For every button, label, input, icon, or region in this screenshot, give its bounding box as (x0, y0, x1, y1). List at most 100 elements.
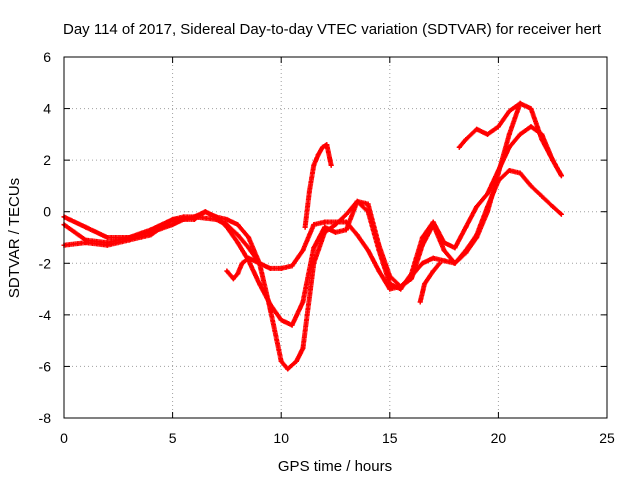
data-point (539, 193, 545, 199)
data-point (300, 247, 306, 253)
data-point (289, 263, 295, 269)
data-point (437, 260, 443, 266)
data-point (343, 227, 349, 233)
data-point (517, 100, 523, 106)
data-point (235, 232, 241, 238)
y-tick-label: -6 (39, 358, 52, 374)
data-point (239, 260, 245, 266)
data-point (126, 237, 132, 243)
data-point (256, 260, 262, 266)
y-tick-label: 0 (43, 204, 51, 220)
data-point (278, 358, 284, 364)
data-point (246, 245, 252, 251)
data-point (322, 224, 328, 230)
x-tick-label: 10 (273, 430, 289, 446)
data-point (463, 224, 469, 230)
data-point (311, 222, 317, 228)
data-point (365, 247, 371, 253)
x-tick-label: 0 (60, 430, 68, 446)
x-axis-label: GPS time / hours (278, 458, 392, 475)
data-point (306, 188, 312, 194)
data-point (387, 273, 393, 279)
data-point (235, 222, 241, 228)
data-point (463, 250, 469, 256)
data-point (278, 265, 284, 271)
data-point (202, 209, 208, 215)
plot-frame (63, 56, 608, 419)
data-point (148, 232, 154, 238)
data-point (417, 299, 423, 305)
data-point (235, 271, 241, 277)
data-point (376, 242, 382, 248)
data-point (224, 268, 230, 274)
y-tick-label: -4 (39, 307, 52, 323)
data-point (419, 242, 425, 248)
data-point (528, 124, 534, 130)
series-track-c (61, 100, 564, 372)
series-track-d (224, 255, 262, 282)
data-point (485, 131, 491, 137)
data-point (430, 268, 436, 274)
data-point (550, 204, 556, 210)
data-point (528, 106, 534, 112)
data-point (474, 235, 480, 240)
data-point (463, 137, 469, 143)
data-point (506, 131, 512, 137)
data-point (474, 126, 480, 132)
data-point (104, 235, 110, 240)
data-point (328, 162, 334, 168)
data-point (246, 235, 252, 240)
data-point (278, 317, 284, 323)
data-point (517, 170, 523, 176)
data-point (302, 224, 308, 230)
x-tick-label: 25 (599, 430, 615, 446)
data-point (558, 173, 564, 179)
data-point (311, 260, 317, 266)
x-tick-label: 5 (169, 430, 177, 446)
data-point (387, 281, 393, 287)
data-point (474, 204, 480, 210)
data-point (322, 229, 328, 235)
data-point (506, 108, 512, 114)
data-point (300, 299, 306, 305)
data-point (230, 276, 236, 282)
data-point (485, 191, 491, 197)
y-tick-label: 2 (43, 152, 51, 168)
data-point (83, 224, 89, 230)
data-points (61, 100, 564, 372)
data-point (441, 258, 447, 264)
data-point (558, 211, 564, 217)
data-point (441, 247, 447, 253)
series-track-e (302, 142, 334, 230)
data-point (170, 222, 176, 228)
data-point (285, 366, 291, 372)
data-point (398, 283, 404, 289)
y-tick-label: -2 (39, 255, 52, 271)
data-point (311, 245, 317, 251)
data-point (333, 222, 338, 228)
data-point (324, 142, 330, 148)
data-point (506, 167, 512, 173)
data-point (224, 224, 230, 230)
data-point (170, 216, 176, 222)
data-point (528, 183, 534, 189)
data-point (315, 152, 321, 158)
series-track-g (417, 260, 443, 305)
data-point (354, 232, 360, 238)
data-point (300, 345, 306, 351)
data-point (246, 255, 252, 261)
data-point (495, 124, 501, 130)
data-point (452, 260, 458, 266)
data-point (319, 144, 325, 150)
data-point (485, 209, 491, 215)
data-point (267, 265, 273, 271)
data-point (422, 281, 428, 287)
data-point (191, 216, 197, 222)
data-point (419, 260, 425, 266)
y-tick-label: 4 (43, 101, 51, 117)
data-point (517, 131, 523, 137)
y-axis-label: SDTVAR / TECUs (6, 178, 23, 298)
data-point (376, 268, 382, 274)
